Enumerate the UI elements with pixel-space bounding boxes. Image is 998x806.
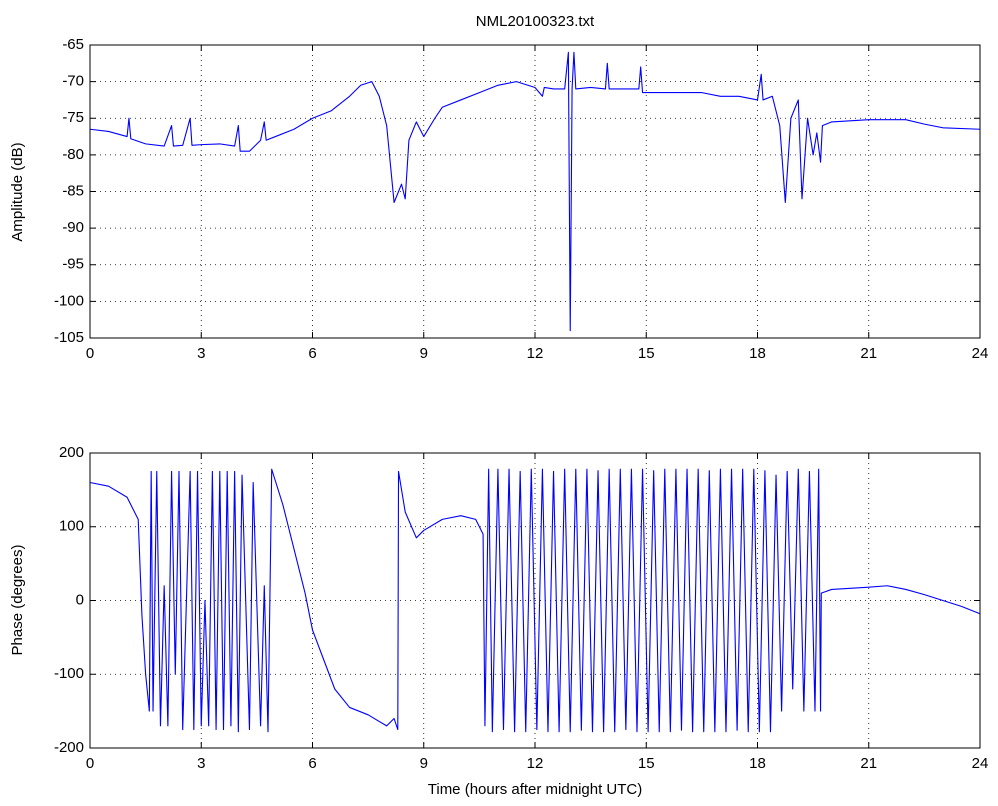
x-tick-label: 6: [308, 755, 316, 772]
y-tick-label: -90: [62, 219, 84, 236]
x-tick-label: 6: [308, 345, 316, 362]
x-tick-label: 15: [638, 345, 655, 362]
y-tick-label: 200: [59, 444, 84, 461]
x-axis-label: Time (hours after midnight UTC): [428, 781, 643, 798]
x-tick-label: 12: [527, 755, 544, 772]
x-tick-label: 21: [860, 345, 877, 362]
axes-box: [89, 44, 981, 339]
x-tick-label: 12: [527, 345, 544, 362]
x-tick-label: 0: [86, 755, 94, 772]
chart-title: NML20100323.txt: [476, 13, 595, 30]
x-tick-label: 24: [972, 345, 989, 362]
y-axis-label: Phase (degrees): [9, 545, 26, 656]
x-tick-label: 18: [749, 345, 766, 362]
y-tick-label: -100: [54, 665, 84, 682]
y-tick-label: -85: [62, 182, 84, 199]
y-tick-label: -100: [54, 292, 84, 309]
x-tick-label: 9: [420, 755, 428, 772]
x-tick-label: 24: [972, 755, 989, 772]
y-axis-label: Amplitude (dB): [9, 142, 26, 241]
y-tick-label: -70: [62, 73, 84, 90]
y-tick-label: -65: [62, 36, 84, 53]
y-tick-label: -105: [54, 329, 84, 346]
x-tick-label: 3: [197, 755, 205, 772]
data-line: [89, 51, 981, 332]
y-tick-label: -200: [54, 739, 84, 756]
x-tick-label: 18: [749, 755, 766, 772]
y-tick-label: -75: [62, 109, 84, 126]
x-tick-label: 21: [860, 755, 877, 772]
x-tick-label: 15: [638, 755, 655, 772]
x-tick-label: 9: [420, 345, 428, 362]
x-tick-label: 0: [86, 345, 94, 362]
data-line: [89, 468, 981, 733]
x-tick-label: 3: [197, 345, 205, 362]
y-tick-label: -95: [62, 256, 84, 273]
axes-box: [89, 452, 981, 749]
y-tick-label: -80: [62, 146, 84, 163]
y-tick-label: 0: [76, 591, 84, 608]
y-tick-label: 100: [59, 518, 84, 535]
